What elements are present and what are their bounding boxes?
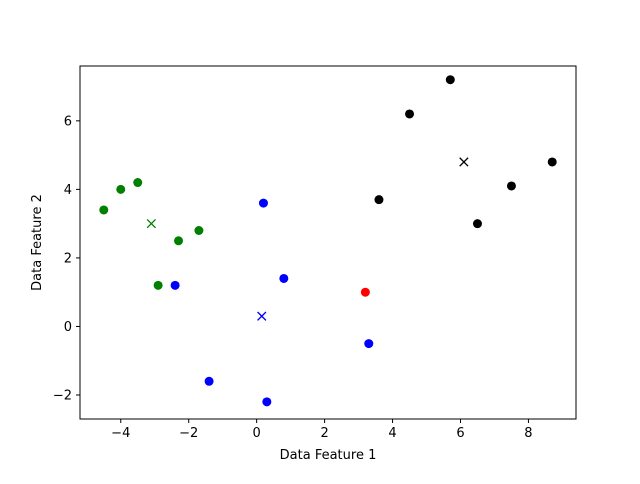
scatter-point: [204, 376, 214, 386]
scatter-point: [133, 178, 143, 188]
scatter-point: [506, 181, 516, 191]
x-marker-stroke: [459, 157, 469, 167]
scatter-point: [153, 280, 163, 290]
x-tick-label: 8: [524, 426, 532, 441]
x-marker: [257, 311, 267, 321]
y-tick-label: 4: [64, 183, 72, 198]
y-tick-label: 6: [64, 114, 72, 129]
x-tick-label: 0: [253, 426, 261, 441]
x-tick-label: −4: [111, 426, 130, 441]
marks-layer: [99, 75, 557, 407]
scatter-point: [445, 75, 455, 85]
x-tick-label: 4: [388, 426, 396, 441]
scatter-point: [472, 219, 482, 229]
x-marker-stroke: [257, 311, 267, 321]
y-tick-label: 2: [64, 251, 72, 266]
scatter-point: [174, 236, 184, 246]
scatter-point: [262, 397, 272, 407]
x-tick-label: −2: [179, 426, 198, 441]
scatter-point: [170, 280, 180, 290]
scatter-point: [405, 109, 415, 119]
plot-frame: [79, 65, 577, 420]
scatter-point: [99, 205, 109, 215]
x-tick-label: 6: [456, 426, 464, 441]
scatter-point: [360, 287, 370, 297]
scatter-point: [279, 273, 289, 283]
y-tick-label: 0: [64, 320, 72, 335]
scatter-point: [194, 226, 204, 236]
x-axis-label: Data Feature 1: [280, 448, 377, 463]
y-axis-label: Data Feature 2: [30, 194, 45, 291]
scatter-point: [364, 339, 374, 349]
scatter-point: [374, 195, 384, 205]
scatter-point: [258, 198, 268, 208]
scatter-point: [547, 157, 557, 167]
x-marker: [146, 218, 157, 229]
x-marker: [459, 157, 469, 167]
scatter-point: [116, 184, 126, 194]
axes-layer: −4 −2 0 2 4 6 8 −2 0 2 4 6: [53, 114, 533, 441]
x-marker-stroke: [146, 218, 157, 229]
x-tick-label: 2: [320, 426, 328, 441]
y-tick-label: −2: [53, 389, 72, 404]
